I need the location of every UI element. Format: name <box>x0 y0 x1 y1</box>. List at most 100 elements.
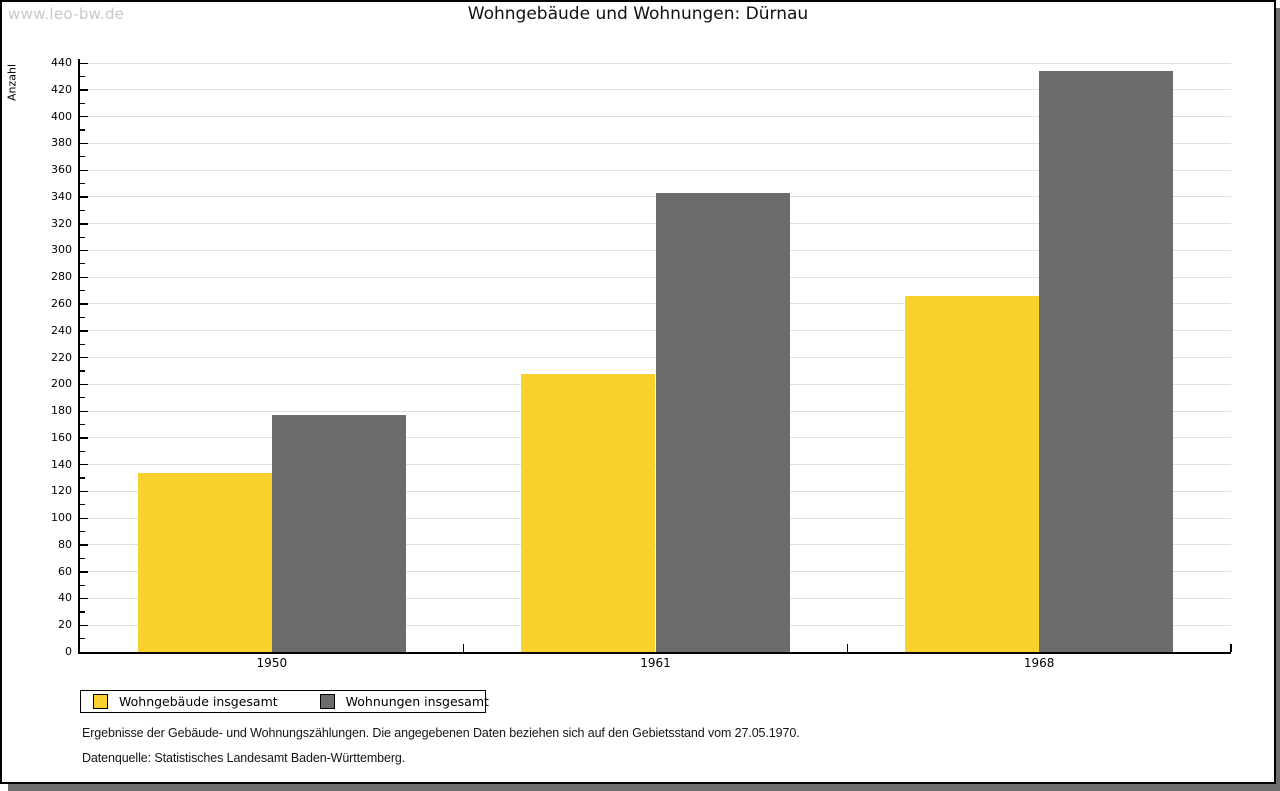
y-tick-label: 440 <box>51 56 72 69</box>
y-minor-tick <box>80 584 85 586</box>
plot-area: 0 20 40 60 80 100 120 140 160 180 200 220 240 260 280 3… <box>2 2 1274 688</box>
y-minor-tick <box>80 397 85 399</box>
bar-1968-wohngebaeude <box>904 295 1040 652</box>
y-tick-label: 140 <box>51 457 72 471</box>
y-tick-label: 200 <box>51 377 72 391</box>
page-shadow-bottom <box>8 784 1280 791</box>
y-tick-label: 20 <box>58 618 72 632</box>
bar-1950-wohnungen <box>271 415 407 652</box>
y-minor-tick <box>80 370 85 372</box>
legend-label-wohnungen: Wohnungen insgesamt <box>345 694 489 709</box>
y-major-tick <box>80 89 88 91</box>
y-major-tick <box>80 357 88 359</box>
y-minor-tick <box>80 290 85 292</box>
x-axis-line <box>78 652 1231 654</box>
y-minor-tick <box>80 557 85 559</box>
y-minor-tick <box>80 450 85 452</box>
y-tick-label: 400 <box>51 109 72 123</box>
x-boundary-tick <box>462 644 465 652</box>
y-major-tick <box>80 303 88 305</box>
y-major-tick <box>80 330 88 332</box>
y-tick-label: 180 <box>51 404 72 418</box>
y-major-tick <box>80 571 88 573</box>
y-major-tick <box>80 490 88 493</box>
bar-1961-wohnungen <box>655 192 790 652</box>
site-watermark: www.leo-bw.de <box>8 5 125 23</box>
legend-swatch-wohngebaeude <box>93 694 108 709</box>
y-minor-tick <box>80 343 85 345</box>
y-minor-tick <box>80 129 85 131</box>
y-major-tick <box>80 223 88 225</box>
y-major-tick <box>80 116 88 118</box>
y-minor-tick <box>80 477 85 479</box>
y-major-tick <box>80 249 88 252</box>
gridline <box>80 169 1231 171</box>
y-minor-tick <box>80 531 85 533</box>
y-major-tick <box>80 169 88 171</box>
y-major-tick <box>80 597 88 600</box>
y-minor-tick <box>80 423 85 426</box>
y-tick-label: 340 <box>51 189 72 203</box>
y-tick-label: 0 <box>65 645 72 658</box>
y-major-tick <box>80 410 88 412</box>
y-major-tick <box>80 383 88 386</box>
y-major-tick <box>80 517 88 520</box>
chart-legend: Wohngebäude insgesamt Wohnungen insgesam… <box>80 690 489 713</box>
y-minor-tick <box>80 182 85 185</box>
y-tick-label: 60 <box>58 564 72 578</box>
y-tick-label: 360 <box>51 163 72 177</box>
y-major-tick <box>80 464 88 466</box>
y-major-tick <box>80 196 88 198</box>
y-tick-label: 300 <box>51 243 72 257</box>
bar-1968-wohnungen <box>1039 71 1174 652</box>
y-tick-label: 280 <box>51 270 72 284</box>
y-tick-label: 80 <box>58 537 72 551</box>
y-minor-tick <box>80 102 85 104</box>
y-minor-tick <box>80 638 85 640</box>
page-shadow-right <box>1276 8 1280 791</box>
legend-label-wohngebaeude: Wohngebäude insgesamt <box>119 694 278 709</box>
y-tick-label: 380 <box>51 136 72 150</box>
x-tick-label: 1950 <box>256 656 288 670</box>
y-major-tick <box>80 62 88 64</box>
y-minor-tick <box>80 611 85 613</box>
footnote-source-note: Ergebnisse der Gebäude- und Wohnungszähl… <box>82 726 800 740</box>
y-tick-label: 120 <box>51 484 72 498</box>
y-tick-label: 220 <box>51 350 72 364</box>
y-tick-label: 420 <box>51 82 72 96</box>
y-tick-label: 40 <box>58 591 72 605</box>
y-major-tick <box>80 437 88 439</box>
x-tick-label: 1961 <box>640 656 671 670</box>
gridline <box>80 116 1231 118</box>
y-major-tick <box>80 624 88 627</box>
footnote-datenquelle: Datenquelle: Statistisches Landesamt Bad… <box>82 751 406 765</box>
x-boundary-tick <box>846 644 849 652</box>
bar-1961-wohngebaeude <box>521 373 656 652</box>
y-major-tick <box>80 276 88 279</box>
gridline <box>80 62 1231 64</box>
y-major-tick <box>80 142 88 145</box>
bar-chart: Anzahl 0 20 40 60 80 100 120 140 160 180 200 220 240… <box>2 2 1274 688</box>
y-tick-label: 240 <box>51 323 72 337</box>
y-tick-label: 320 <box>51 216 72 230</box>
y-major-tick <box>80 544 88 546</box>
y-minor-tick <box>80 209 85 211</box>
y-tick-label: 260 <box>51 296 72 310</box>
y-tick-label: 160 <box>51 430 72 444</box>
y-axis-line <box>78 59 80 654</box>
chart-title: Wohngebäude und Wohnungen: Dürnau <box>467 4 809 24</box>
gridline <box>80 142 1231 144</box>
y-tick-label: 100 <box>51 511 72 525</box>
y-minor-tick <box>80 75 85 78</box>
y-minor-tick <box>80 504 85 506</box>
y-minor-tick <box>80 236 85 238</box>
y-minor-tick <box>80 263 85 265</box>
x-boundary-tick <box>1230 644 1232 652</box>
bar-1950-wohngebaeude <box>137 472 272 652</box>
legend-swatch-wohnungen <box>319 694 335 709</box>
gridline <box>80 89 1231 91</box>
y-minor-tick <box>80 156 85 158</box>
y-minor-tick <box>80 316 85 319</box>
x-tick-label: 1968 <box>1023 656 1055 670</box>
